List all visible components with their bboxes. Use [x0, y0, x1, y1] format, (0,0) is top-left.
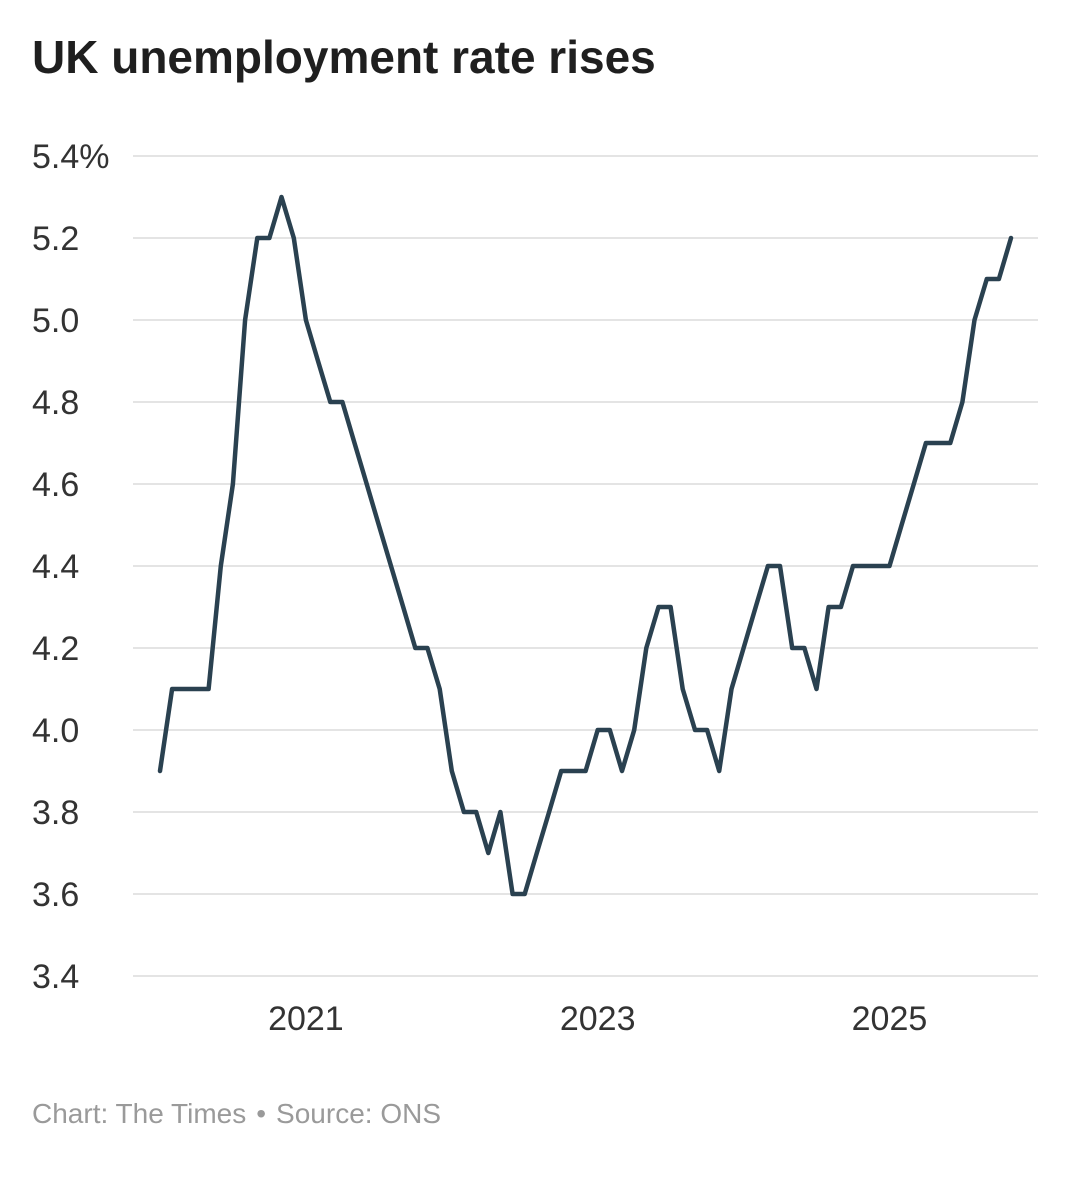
chart-footer: Chart: The Times • Source: ONS	[32, 1098, 441, 1130]
footer-separator: •	[256, 1098, 267, 1129]
series-line	[157, 194, 1014, 897]
x-tick-label: 2023	[560, 1000, 636, 1038]
x-tick-label: 2021	[268, 1000, 344, 1038]
y-tick-label: 3.6	[32, 876, 79, 914]
gridlines	[133, 155, 1038, 977]
y-tick-label: 3.4	[32, 958, 79, 996]
y-tick-label: 5.0	[32, 302, 79, 340]
y-tick-label: 4.0	[32, 712, 79, 750]
source-credit: Source: ONS	[276, 1098, 441, 1129]
x-tick-label: 2025	[852, 1000, 928, 1038]
y-tick-label: 4.6	[32, 466, 79, 504]
y-tick-label: 4.4	[32, 548, 79, 586]
line-chart: 3.43.63.84.04.24.44.64.85.05.25.4% 2021 2…	[32, 138, 1038, 1038]
y-tick-label: 4.8	[32, 384, 79, 422]
x-axis-tick-labels: 2021 2023 2025	[268, 1000, 927, 1038]
y-tick-label: 5.2	[32, 220, 79, 258]
chart-title: UK unemployment rate rises	[32, 31, 656, 83]
y-axis-tick-labels: 3.4 3.6 3.8 4.0 4.2 4.4 4.6 4.8 5.0 5.2 5.4%	[32, 138, 110, 996]
chart-credit: Chart: The Times	[32, 1098, 247, 1129]
y-tick-label: 3.8	[32, 794, 79, 832]
y-tick-label: 4.2	[32, 630, 79, 668]
series-group	[157, 194, 1014, 897]
y-tick-label: 5.4%	[32, 138, 110, 176]
